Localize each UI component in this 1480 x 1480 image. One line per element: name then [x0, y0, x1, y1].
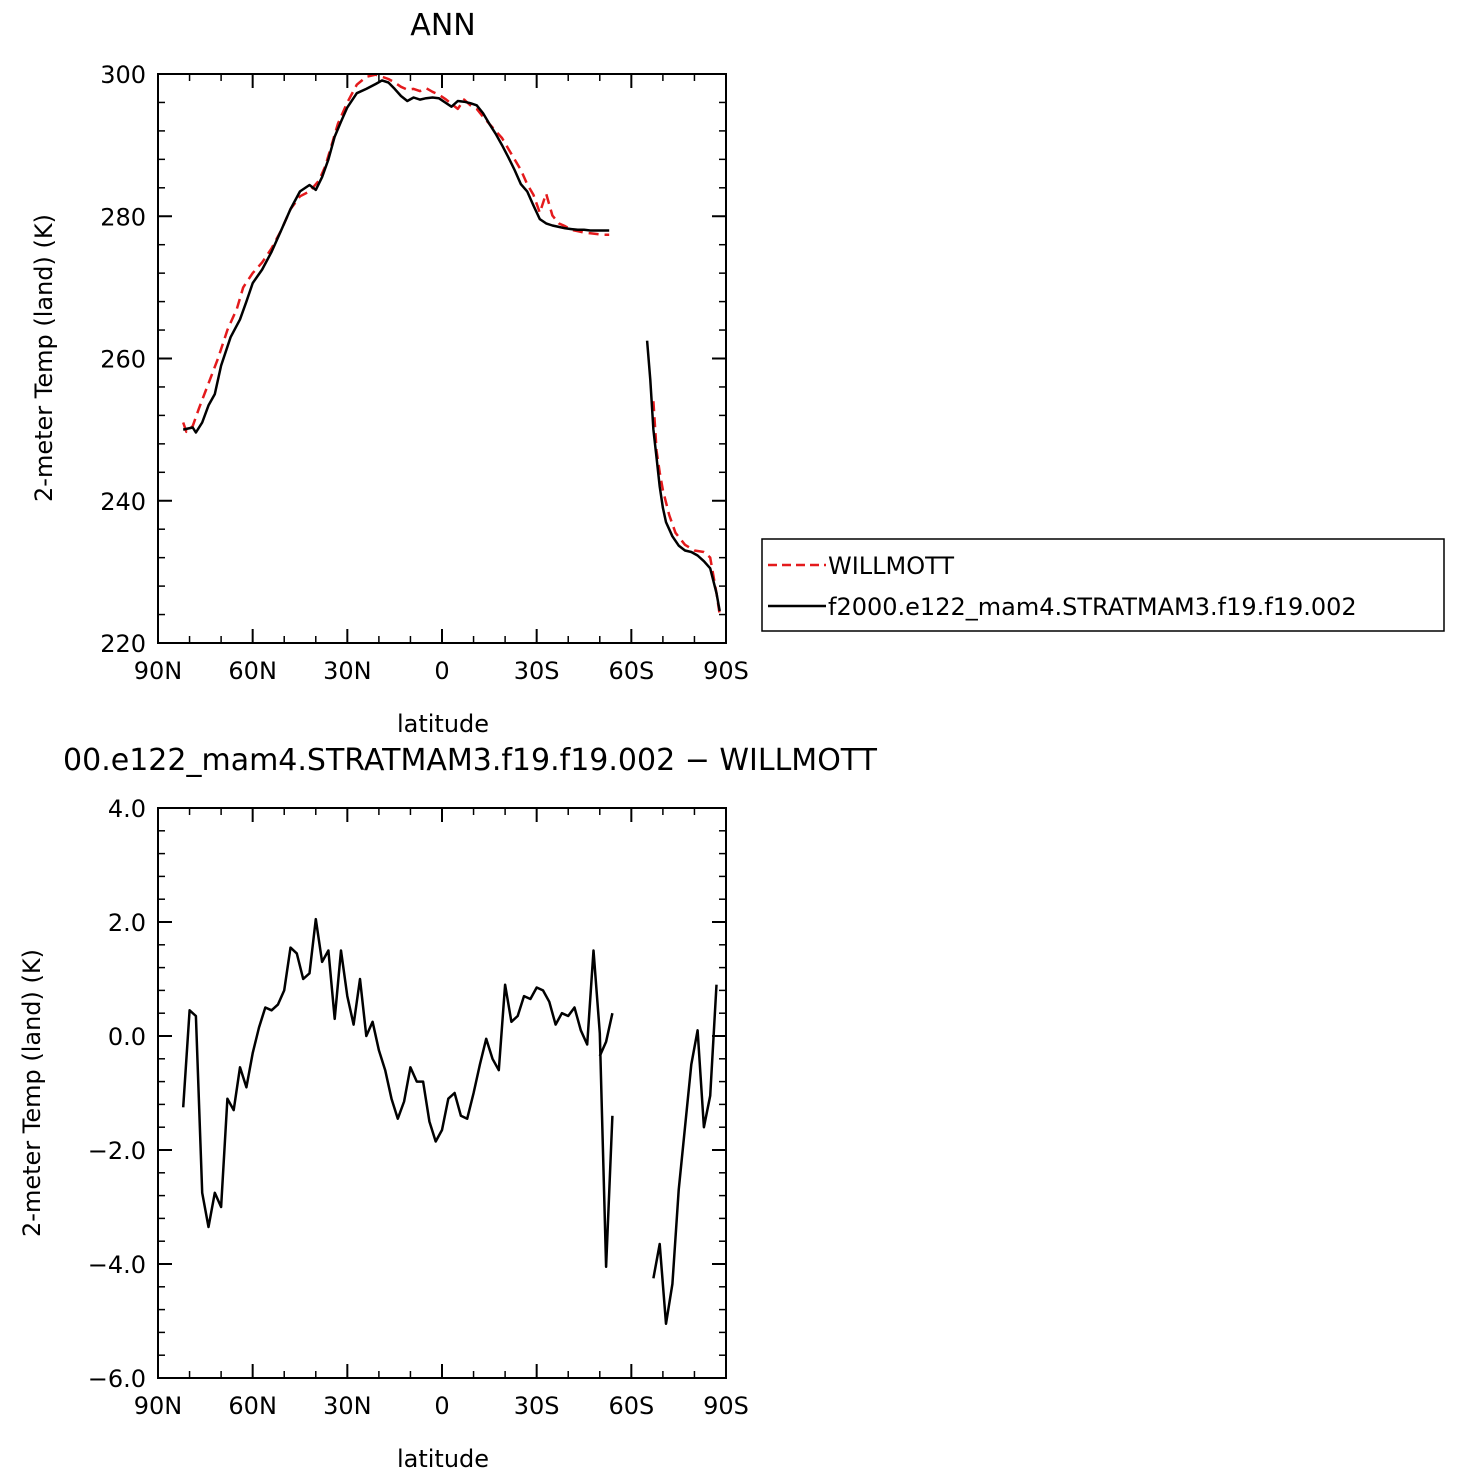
- x-tick-label: 30N: [323, 1392, 372, 1420]
- y-tick-label: 240: [100, 488, 146, 516]
- top-panel-series-1-line-segment-0: [182, 79, 610, 434]
- bottom-panel: 00.e122_mam4.STRATMAM3.f19.f19.002 − WIL…: [18, 743, 878, 1473]
- x-tick-label: 60S: [608, 657, 654, 685]
- y-tick-label: −4.0: [88, 1251, 146, 1279]
- bottom-panel-series: [181, 917, 718, 1326]
- y-tick-label: 220: [100, 630, 146, 658]
- y-tick-label: 0.0: [108, 1023, 146, 1051]
- y-tick-label: 280: [100, 203, 146, 231]
- x-tick-label: 30S: [514, 1392, 560, 1420]
- top-panel-series-1-line-segment-1: [645, 340, 721, 612]
- x-tick-label: 90S: [703, 657, 749, 685]
- bottom-panel-series-0-line-segment-2: [652, 984, 718, 1326]
- top-panel-y-axis-label: 2-meter Temp (land) (K): [30, 214, 58, 502]
- x-tick-label: 30N: [323, 657, 372, 685]
- top-panel-title: ANN: [410, 8, 475, 43]
- top-panel: ANN 2-meter Temp (land) (K) latitude 90N…: [30, 8, 749, 738]
- legend: WILLMOTT f2000.e122_mam4.STRATMAM3.f19.f…: [761, 538, 1445, 632]
- x-tick-label: 0: [434, 1392, 449, 1420]
- legend-label-willmott: WILLMOTT: [828, 552, 954, 580]
- top-panel-series: [182, 73, 721, 615]
- bottom-panel-x-axis-label: latitude: [397, 1445, 489, 1473]
- bottom-panel-title: 00.e122_mam4.STRATMAM3.f19.f19.002 − WIL…: [63, 743, 878, 778]
- x-tick-label: 60N: [228, 657, 277, 685]
- bottom-panel-ticks: 90N 60N 30N 0 30S 60S 90S −6.0 −4.0 −2.0 0.0 2.0 4.0: [88, 795, 749, 1420]
- x-tick-label: 90N: [134, 657, 183, 685]
- bottom-panel-series-0-line-segment-1: [598, 1012, 614, 1057]
- top-panel-ticks: 90N 60N 30N 0 30S 60S 90S 220 240 260 280 300: [100, 61, 749, 685]
- y-tick-label: 2.0: [108, 909, 146, 937]
- bottom-panel-y-axis-label: 2-meter Temp (land) (K): [18, 949, 46, 1237]
- y-tick-label: −2.0: [88, 1137, 146, 1165]
- bottom-panel-series-0-line-segment-0: [181, 917, 614, 1269]
- bottom-panel-plot-frame: [157, 807, 727, 1379]
- top-panel-series-0-line-segment-1: [652, 401, 721, 615]
- x-tick-label: 90S: [703, 1392, 749, 1420]
- x-tick-label: 90N: [134, 1392, 183, 1420]
- y-tick-label: 300: [100, 61, 146, 89]
- x-tick-label: 60S: [608, 1392, 654, 1420]
- y-tick-label: 4.0: [108, 795, 146, 823]
- x-tick-label: 30S: [514, 657, 560, 685]
- y-tick-label: −6.0: [88, 1365, 146, 1393]
- legend-label-model: f2000.e122_mam4.STRATMAM3.f19.f19.002: [828, 593, 1357, 621]
- x-tick-label: 0: [434, 657, 449, 685]
- top-panel-plot-frame: [157, 73, 727, 644]
- top-panel-series-0-line-segment-0: [182, 73, 610, 434]
- legend-box: [761, 538, 1445, 632]
- top-panel-x-axis-label: latitude: [397, 710, 489, 738]
- x-tick-label: 60N: [228, 1392, 277, 1420]
- y-tick-label: 260: [100, 346, 146, 374]
